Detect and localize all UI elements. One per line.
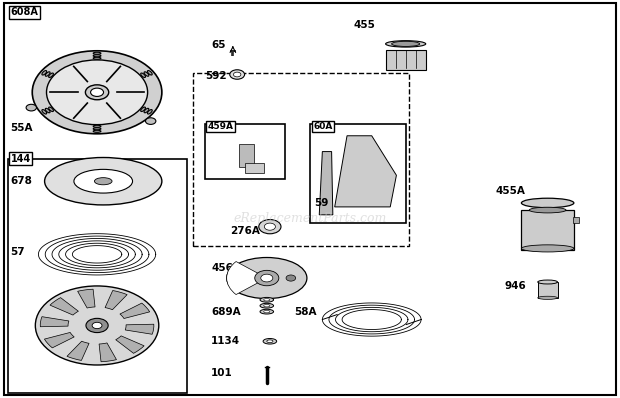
Wedge shape [78, 289, 95, 308]
Ellipse shape [264, 310, 270, 313]
Bar [310, 124, 405, 223]
Bar [193, 72, 409, 246]
Wedge shape [40, 317, 69, 327]
Circle shape [91, 88, 104, 96]
Ellipse shape [93, 57, 101, 59]
Bar [245, 164, 264, 173]
Ellipse shape [521, 198, 574, 208]
Wedge shape [67, 341, 89, 361]
Ellipse shape [538, 280, 557, 284]
Ellipse shape [94, 178, 112, 185]
Wedge shape [99, 343, 117, 362]
Ellipse shape [529, 207, 566, 213]
Ellipse shape [48, 107, 53, 111]
Ellipse shape [260, 309, 273, 314]
Ellipse shape [48, 73, 53, 78]
Wedge shape [125, 324, 154, 334]
Ellipse shape [42, 70, 46, 75]
Ellipse shape [45, 158, 162, 205]
Text: 678: 678 [11, 176, 32, 186]
Ellipse shape [538, 296, 557, 299]
Circle shape [26, 104, 37, 111]
Wedge shape [120, 303, 149, 318]
Circle shape [86, 85, 108, 100]
Ellipse shape [42, 109, 46, 114]
Ellipse shape [74, 170, 133, 193]
Circle shape [146, 118, 156, 125]
Wedge shape [116, 336, 144, 353]
Bar [521, 210, 574, 250]
Text: 946: 946 [505, 281, 526, 291]
Circle shape [35, 286, 159, 365]
Circle shape [286, 275, 296, 281]
Circle shape [264, 223, 275, 230]
Circle shape [255, 270, 279, 286]
Ellipse shape [264, 304, 270, 307]
Ellipse shape [93, 130, 101, 133]
Ellipse shape [93, 55, 101, 57]
Bar [386, 50, 426, 70]
Polygon shape [335, 136, 396, 207]
Ellipse shape [144, 108, 149, 113]
Wedge shape [105, 291, 127, 310]
Ellipse shape [521, 245, 574, 252]
Ellipse shape [260, 297, 273, 302]
Text: 144: 144 [11, 154, 31, 164]
Ellipse shape [148, 70, 153, 75]
Polygon shape [319, 152, 333, 215]
Wedge shape [50, 298, 78, 315]
Ellipse shape [45, 108, 50, 113]
Ellipse shape [141, 73, 146, 78]
Circle shape [46, 60, 148, 125]
Text: eReplacementParts.com: eReplacementParts.com [233, 212, 387, 225]
Text: 57: 57 [11, 247, 25, 258]
Ellipse shape [93, 128, 101, 130]
Text: 455: 455 [353, 20, 375, 30]
Bar [7, 160, 187, 393]
Text: 60A: 60A [313, 122, 332, 131]
Bar [573, 217, 579, 223]
Text: 1134: 1134 [211, 336, 241, 346]
Text: 608A: 608A [11, 7, 38, 18]
Ellipse shape [264, 298, 270, 301]
Ellipse shape [227, 258, 307, 298]
Ellipse shape [267, 340, 273, 343]
Ellipse shape [93, 125, 101, 127]
Text: 59: 59 [314, 198, 329, 208]
Bar [205, 124, 285, 179]
Text: 455A: 455A [495, 186, 525, 196]
Circle shape [234, 72, 241, 77]
Ellipse shape [386, 41, 426, 47]
Text: 65: 65 [211, 40, 226, 50]
Text: 456A: 456A [211, 263, 241, 273]
Bar [239, 144, 254, 168]
Text: 592: 592 [205, 72, 227, 82]
Circle shape [32, 51, 162, 134]
Ellipse shape [263, 339, 277, 344]
Ellipse shape [45, 72, 50, 76]
Text: 55A: 55A [11, 123, 33, 133]
Bar [538, 282, 557, 298]
Ellipse shape [392, 41, 420, 47]
Ellipse shape [141, 107, 146, 111]
Ellipse shape [144, 72, 149, 76]
Text: 276A: 276A [230, 226, 260, 236]
Circle shape [86, 318, 108, 333]
Wedge shape [227, 261, 267, 295]
Circle shape [92, 322, 102, 329]
Ellipse shape [260, 303, 273, 308]
Text: 689A: 689A [211, 306, 241, 317]
Ellipse shape [148, 109, 153, 114]
Wedge shape [45, 332, 74, 348]
Circle shape [230, 70, 244, 79]
Ellipse shape [93, 52, 101, 54]
Text: 101: 101 [211, 368, 233, 378]
Text: 459A: 459A [208, 122, 234, 131]
Text: 58A: 58A [294, 306, 317, 317]
Circle shape [259, 220, 281, 234]
Circle shape [261, 274, 273, 282]
